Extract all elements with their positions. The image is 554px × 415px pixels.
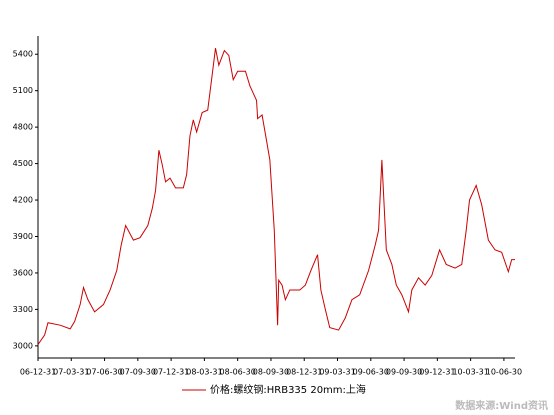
legend-label: 价格:螺纹钢:HRB335 20mm:上海 <box>210 383 366 396</box>
x-tick-label: 10-03-31 <box>452 368 488 377</box>
y-tick-label: 5100 <box>13 86 33 95</box>
x-tick-label: 09-06-30 <box>353 368 389 377</box>
y-tick-label: 4200 <box>13 196 33 205</box>
y-tick-label: 3300 <box>13 305 33 314</box>
source: 数据来源:Wind资讯 <box>455 399 548 412</box>
x-tick-label: 08-12-31 <box>286 368 322 377</box>
x-tick-label: 07-09-30 <box>120 368 156 377</box>
x-tick-label: 06-12-31 <box>20 368 56 377</box>
price-line <box>37 48 515 345</box>
x-tick-label: 09-03-31 <box>319 368 355 377</box>
y-tick-label: 3600 <box>13 268 33 277</box>
x-tick-label: 08-06-30 <box>220 368 256 377</box>
x-tick-label: 07-03-31 <box>53 368 89 377</box>
x-tick-label: 07-06-30 <box>86 368 122 377</box>
y-tick-label: 3000 <box>13 341 33 350</box>
x-tick-label: 07-12-31 <box>153 368 189 377</box>
x-tick-label: 08-03-31 <box>186 368 222 377</box>
x-tick-label: 10-06-30 <box>486 368 522 377</box>
y-tick-label: 4500 <box>13 159 33 168</box>
y-tick-label: 3900 <box>13 232 33 241</box>
x-tick-label: 08-09-30 <box>253 368 289 377</box>
y-tick-label: 5400 <box>13 50 33 59</box>
x-tick-label: 09-12-31 <box>419 368 455 377</box>
y-tick-label: 4800 <box>13 123 33 132</box>
x-tick-label: 09-09-30 <box>386 368 422 377</box>
